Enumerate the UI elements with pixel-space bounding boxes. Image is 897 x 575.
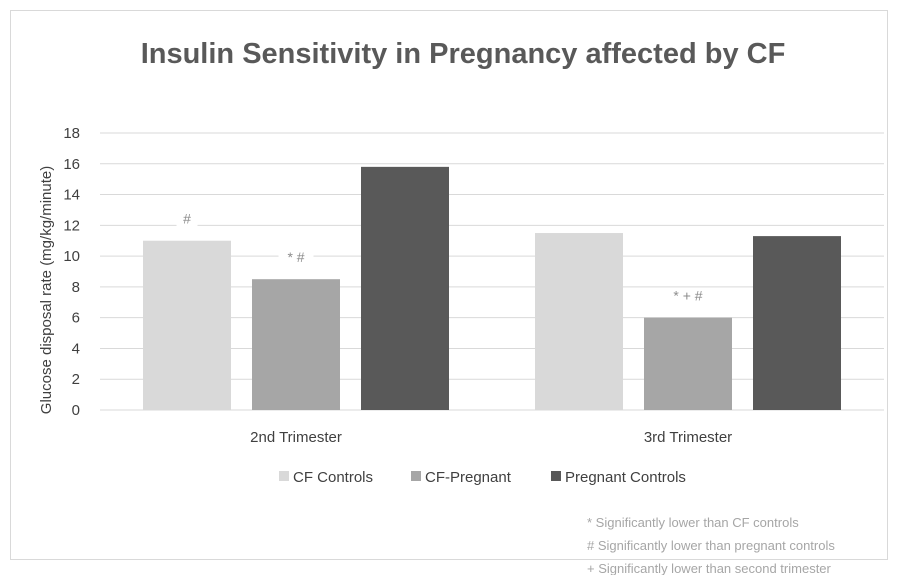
legend: CF Controls CF-Pregnant Pregnant Controls xyxy=(279,469,686,486)
bar-annotations: # * # * + # xyxy=(176,210,713,306)
bar-annotation-bg xyxy=(278,249,314,268)
legend-swatch-2 xyxy=(411,471,421,481)
y-tick-label-16: 16 xyxy=(63,156,80,173)
footnote-2: # Significantly lower than pregnant cont… xyxy=(587,538,835,553)
legend-label-1: CF Controls xyxy=(293,469,373,486)
y-axis-label: Glucose disposal rate (mg/kg/minute) xyxy=(38,166,55,414)
y-tick-label-4: 4 xyxy=(72,340,80,357)
bar-2-3 xyxy=(753,236,841,410)
legend-label-3: Pregnant Controls xyxy=(565,469,686,486)
y-tick-label-0: 0 xyxy=(72,402,80,419)
bar-2-2 xyxy=(644,317,732,410)
footnotes: * Significantly lower than CF controls # … xyxy=(587,515,835,575)
x-tick-label-1: 2nd Trimester xyxy=(250,429,342,446)
legend-label-2: CF-Pregnant xyxy=(425,469,512,486)
legend-swatch-3 xyxy=(551,471,561,481)
bar-1-1 xyxy=(143,240,231,410)
y-tick-label-2: 2 xyxy=(72,371,80,388)
bar-annotation-1-1: # xyxy=(183,211,191,227)
bar-annotation-1-2: * # xyxy=(287,249,304,265)
y-tick-label-8: 8 xyxy=(72,279,80,296)
chart-title: Insulin Sensitivity in Pregnancy affecte… xyxy=(141,38,786,70)
legend-swatch-1 xyxy=(279,471,289,481)
bar-2-1 xyxy=(535,233,623,410)
x-axis-ticks: 2nd Trimester 3rd Trimester xyxy=(250,429,732,446)
y-tick-label-18: 18 xyxy=(63,125,80,142)
y-axis-ticks: 0 2 4 6 8 10 12 14 16 18 xyxy=(63,125,80,419)
x-tick-label-2: 3rd Trimester xyxy=(644,429,732,446)
footnote-3: + Significantly lower than second trimes… xyxy=(587,561,832,575)
y-tick-label-10: 10 xyxy=(63,248,80,265)
bar-1-2 xyxy=(252,279,340,410)
bar-annotation-bg xyxy=(176,210,198,229)
y-tick-label-12: 12 xyxy=(63,217,80,234)
footnote-1: * Significantly lower than CF controls xyxy=(587,515,799,530)
y-tick-label-6: 6 xyxy=(72,310,80,327)
y-tick-label-14: 14 xyxy=(63,187,80,204)
bars xyxy=(143,166,841,410)
bar-annotation-bg xyxy=(663,287,713,306)
bar-annotation-2-2: * + # xyxy=(673,288,702,304)
bar-1-3 xyxy=(361,166,449,410)
